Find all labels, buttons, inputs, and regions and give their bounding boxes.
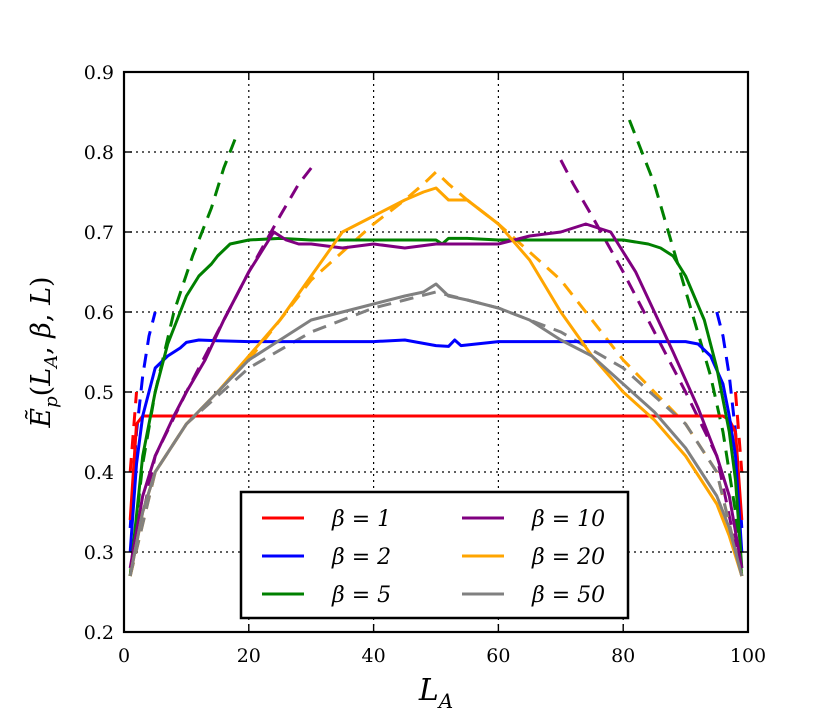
dashed-fit-line <box>128 169 744 577</box>
y-tick-labels: 0.2 0.3 0.4 0.5 0.6 0.7 0.8 0.9 <box>84 62 114 644</box>
y-tick-label: 0.6 <box>84 302 114 324</box>
x-tick-label: 60 <box>486 645 510 667</box>
legend-label: β = 5 <box>331 583 391 608</box>
y-tick-label: 0.7 <box>84 222 114 244</box>
dashed-fit-line <box>128 167 313 577</box>
y-tick-label: 0.8 <box>84 142 114 164</box>
y-tick-label: 0.4 <box>84 462 114 484</box>
dashed-fit-line <box>734 391 744 473</box>
x-tick-labels: 0 20 40 60 80 100 <box>118 645 766 667</box>
legend-label: β = 50 <box>531 583 605 608</box>
y-tick-label: 0.9 <box>84 62 114 84</box>
x-tick-label: 40 <box>362 645 386 667</box>
legend-box <box>239 490 630 620</box>
x-tick-label: 80 <box>611 645 635 667</box>
series-line <box>128 338 744 553</box>
legend-label: β = 10 <box>531 507 605 532</box>
dashed-fit-line <box>628 119 744 577</box>
legend-label: β = 2 <box>331 545 391 570</box>
dashed-fit-line <box>128 391 138 473</box>
series-line <box>128 222 744 569</box>
series-line <box>128 282 744 577</box>
plot-frame <box>122 70 750 634</box>
x-tick-label: 20 <box>237 645 261 667</box>
x-tick-label: 0 <box>118 645 130 667</box>
series-line <box>128 236 744 577</box>
legend-label: β = 1 <box>331 507 391 532</box>
dashed-fit-line <box>128 290 744 577</box>
axis-ticks <box>123 71 749 633</box>
y-tick-label: 0.3 <box>84 542 114 564</box>
legend-label: β = 20 <box>531 545 605 570</box>
y-tick-label: 0.2 <box>84 622 114 644</box>
data-lines <box>128 186 744 577</box>
y-tick-label: 0.5 <box>84 382 114 404</box>
legend: β = 1 β = 10 β = 2 β = 20 β = 5 β = 50 <box>239 490 630 620</box>
x-tick-label: 100 <box>730 645 766 667</box>
